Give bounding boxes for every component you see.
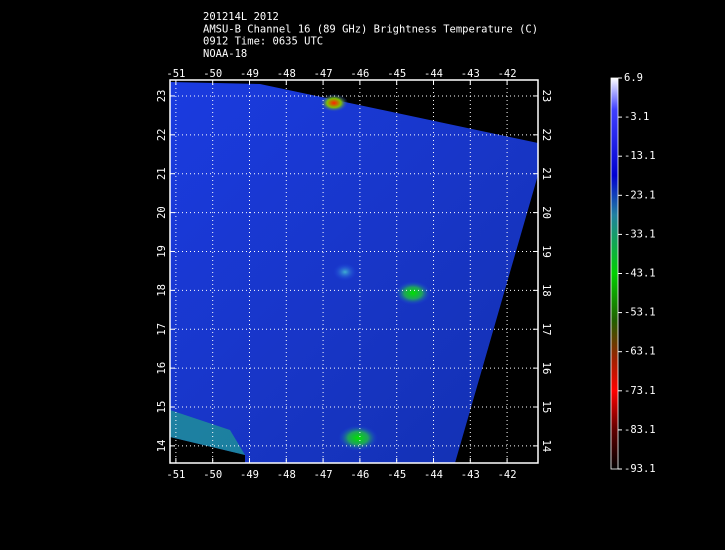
colorbar-label: 6.9 — [624, 72, 643, 84]
colorbar-label: -13.1 — [624, 150, 656, 162]
lat-label: 15 — [156, 401, 168, 414]
lat-label: 21 — [156, 167, 168, 180]
title-line: 201214L 2012 — [203, 11, 279, 23]
title-line: 0912 Time: 0635 UTC — [203, 36, 323, 48]
lat-label: 15 — [540, 401, 552, 414]
lat-label: 14 — [540, 440, 552, 453]
colorbar — [610, 77, 619, 470]
lon-label: -42 — [498, 68, 517, 80]
lat-label: 20 — [540, 206, 552, 219]
colorbar-label: -93.1 — [624, 463, 656, 475]
lon-label: -44 — [424, 469, 443, 481]
lat-label: 19 — [156, 245, 168, 258]
lon-label: -43 — [461, 469, 480, 481]
lon-label: -49 — [240, 68, 259, 80]
lat-label: 16 — [156, 362, 168, 375]
map-frame — [169, 79, 539, 464]
lat-label: 17 — [540, 323, 552, 336]
lat-label: 17 — [156, 323, 168, 336]
lon-label: -50 — [203, 469, 222, 481]
lon-label: -48 — [277, 68, 296, 80]
colorbar-label: -73.1 — [624, 385, 656, 397]
lon-label: -46 — [350, 469, 369, 481]
lon-label: -42 — [498, 469, 517, 481]
colorbar-label: -33.1 — [624, 228, 656, 240]
lat-label: 23 — [540, 90, 552, 103]
lat-label: 20 — [156, 206, 168, 219]
colorbar-label: -53.1 — [624, 307, 656, 319]
lon-label: -50 — [203, 68, 222, 80]
lon-label: -47 — [314, 469, 333, 481]
lat-label: 18 — [156, 284, 168, 297]
lat-label: 22 — [156, 128, 168, 141]
lon-label: -45 — [387, 469, 406, 481]
lon-label: -44 — [424, 68, 443, 80]
lat-label: 19 — [540, 245, 552, 258]
colorbar-label: -83.1 — [624, 424, 656, 436]
title-line: AMSU-B Channel 16 (89 GHz) Brightness Te… — [203, 23, 538, 35]
swath — [170, 82, 538, 463]
title-line: NOAA-18 — [203, 48, 247, 60]
lon-label: -49 — [240, 469, 259, 481]
lon-label: -51 — [166, 68, 185, 80]
lon-label: -43 — [461, 68, 480, 80]
lat-label: 21 — [540, 167, 552, 180]
lat-label: 23 — [156, 90, 168, 103]
lat-label: 14 — [156, 440, 168, 453]
lon-label: -45 — [387, 68, 406, 80]
lat-label: 22 — [540, 128, 552, 141]
lon-label: -51 — [166, 469, 185, 481]
lat-label: 18 — [540, 284, 552, 297]
colorbar-label: -43.1 — [624, 268, 656, 280]
colorbar-label: -23.1 — [624, 189, 656, 201]
lon-label: -46 — [350, 68, 369, 80]
lat-label: 16 — [540, 362, 552, 375]
lon-label: -47 — [314, 68, 333, 80]
lon-label: -48 — [277, 469, 296, 481]
colorbar-label: -3.1 — [624, 111, 649, 123]
colorbar-label: -63.1 — [624, 346, 656, 358]
